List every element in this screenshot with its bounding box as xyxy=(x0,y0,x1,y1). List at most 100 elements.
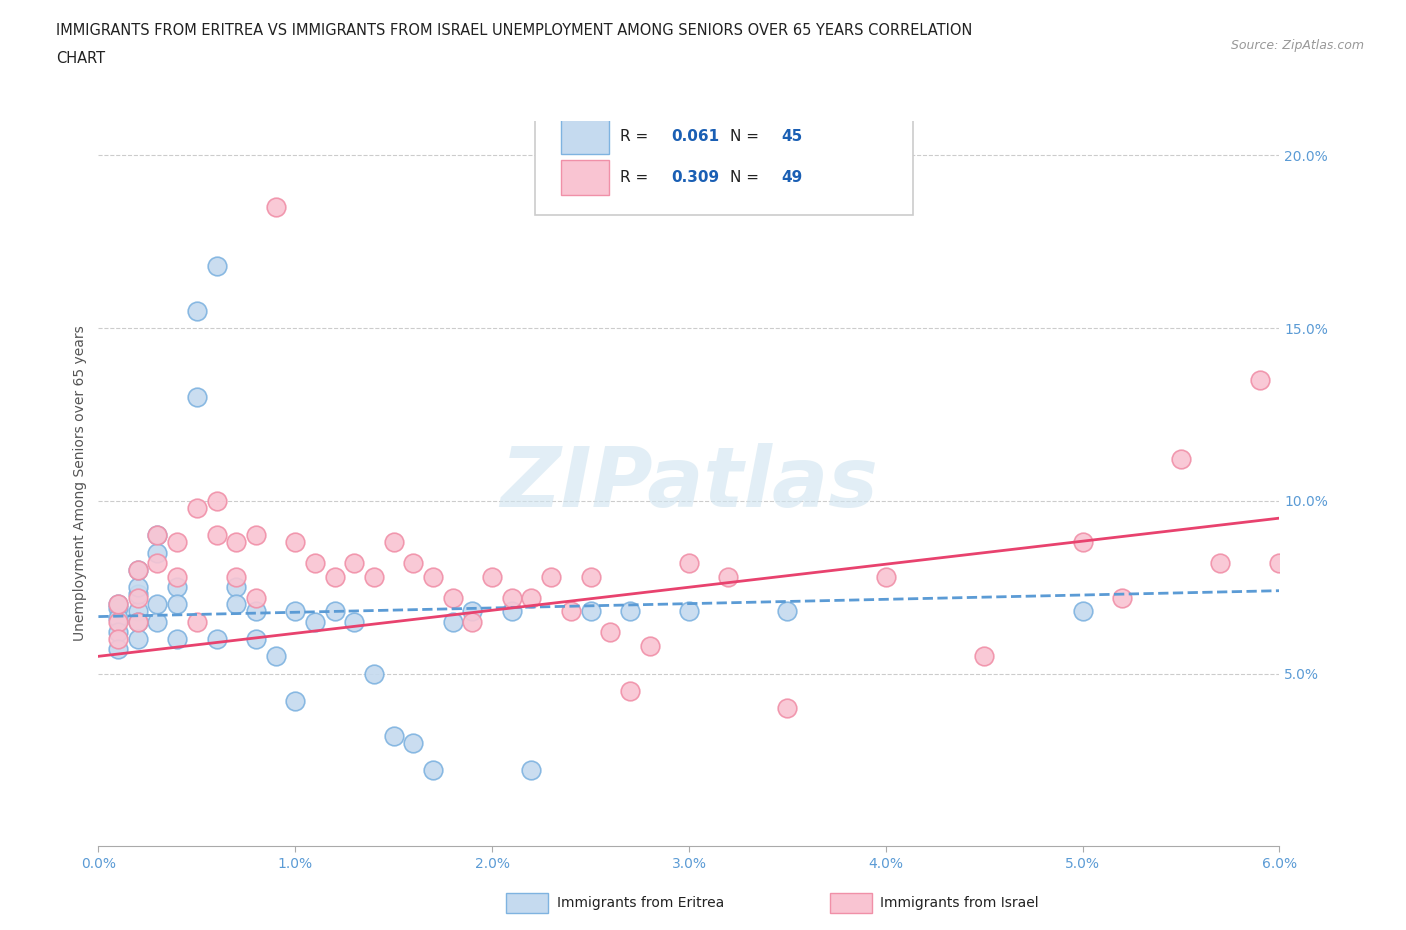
Point xyxy=(382,728,405,743)
Text: IMMIGRANTS FROM ERITREA VS IMMIGRANTS FROM ISRAEL UNEMPLOYMENT AMONG SENIORS OVE: IMMIGRANTS FROM ERITREA VS IMMIGRANTS FR… xyxy=(56,23,973,38)
Point xyxy=(441,591,464,605)
Text: Immigrants from Israel: Immigrants from Israel xyxy=(880,896,1039,910)
Point xyxy=(284,535,307,550)
Point xyxy=(127,563,149,578)
Point xyxy=(166,569,188,584)
Text: CHART: CHART xyxy=(56,51,105,66)
Point xyxy=(186,303,208,318)
Point xyxy=(1071,535,1094,550)
Point xyxy=(501,604,523,618)
Bar xyxy=(561,160,609,195)
Point xyxy=(107,625,129,640)
Point xyxy=(127,563,149,578)
Point xyxy=(441,615,464,630)
Point xyxy=(323,604,346,618)
Point xyxy=(127,615,149,630)
Point xyxy=(1268,555,1291,570)
Point xyxy=(619,604,641,618)
Point xyxy=(205,631,228,646)
Point xyxy=(284,604,307,618)
FancyBboxPatch shape xyxy=(830,893,872,913)
Point xyxy=(579,604,602,618)
Point xyxy=(245,591,267,605)
Point xyxy=(225,569,247,584)
Point xyxy=(461,615,484,630)
Point xyxy=(186,390,208,405)
Point xyxy=(304,615,326,630)
Point xyxy=(264,200,287,215)
Point xyxy=(638,639,661,654)
Text: 45: 45 xyxy=(782,128,803,143)
Text: Source: ZipAtlas.com: Source: ZipAtlas.com xyxy=(1230,39,1364,52)
Point xyxy=(875,569,897,584)
Point xyxy=(127,591,149,605)
Point xyxy=(579,569,602,584)
FancyBboxPatch shape xyxy=(506,893,548,913)
Point xyxy=(599,625,621,640)
Point xyxy=(127,604,149,618)
Point xyxy=(127,631,149,646)
Text: 0.309: 0.309 xyxy=(671,170,720,185)
Point xyxy=(166,579,188,594)
Point xyxy=(540,569,562,584)
Point xyxy=(304,555,326,570)
Y-axis label: Unemployment Among Seniors over 65 years: Unemployment Among Seniors over 65 years xyxy=(73,326,87,642)
Text: 0.061: 0.061 xyxy=(671,128,720,143)
Text: R =: R = xyxy=(620,128,648,143)
Point xyxy=(127,579,149,594)
Point xyxy=(245,604,267,618)
Point xyxy=(1170,452,1192,467)
Point xyxy=(225,579,247,594)
Point xyxy=(225,535,247,550)
Point xyxy=(422,763,444,777)
FancyBboxPatch shape xyxy=(536,100,914,215)
Point xyxy=(560,604,582,618)
Point xyxy=(146,545,169,560)
Point xyxy=(225,597,247,612)
Text: ZIPatlas: ZIPatlas xyxy=(501,443,877,525)
Point xyxy=(343,555,366,570)
Point xyxy=(343,615,366,630)
Text: R =: R = xyxy=(620,170,648,185)
Point xyxy=(166,535,188,550)
Point xyxy=(107,615,129,630)
Point xyxy=(245,631,267,646)
Point xyxy=(1071,604,1094,618)
Point xyxy=(422,569,444,584)
Text: 49: 49 xyxy=(782,170,803,185)
Point xyxy=(619,684,641,698)
Point xyxy=(205,494,228,509)
Point xyxy=(363,666,385,681)
Point xyxy=(107,597,129,612)
Point xyxy=(1209,555,1232,570)
Point xyxy=(1249,373,1271,388)
Point xyxy=(186,500,208,515)
Point xyxy=(146,615,169,630)
Point xyxy=(402,736,425,751)
Point xyxy=(107,642,129,657)
Point xyxy=(146,528,169,543)
Point xyxy=(284,694,307,709)
Point xyxy=(520,763,543,777)
Point xyxy=(501,591,523,605)
Point xyxy=(205,259,228,273)
Point xyxy=(107,631,129,646)
Point xyxy=(776,700,799,715)
Point xyxy=(146,528,169,543)
Point xyxy=(461,604,484,618)
Text: N =: N = xyxy=(730,170,759,185)
Point xyxy=(146,555,169,570)
Point xyxy=(323,569,346,584)
Bar xyxy=(561,119,609,153)
Point xyxy=(186,615,208,630)
Point xyxy=(166,631,188,646)
Text: N =: N = xyxy=(730,128,759,143)
Point xyxy=(205,528,228,543)
Point xyxy=(973,649,995,664)
Point xyxy=(402,555,425,570)
Point xyxy=(520,591,543,605)
Point xyxy=(717,569,740,584)
Text: Immigrants from Eritrea: Immigrants from Eritrea xyxy=(557,896,724,910)
Point xyxy=(107,611,129,626)
Point xyxy=(776,604,799,618)
